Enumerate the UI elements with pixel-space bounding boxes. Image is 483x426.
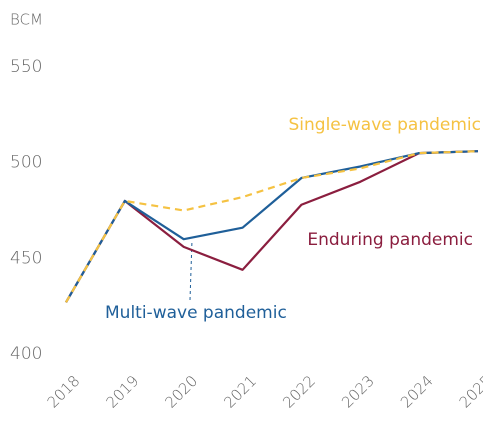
series-line	[65, 150, 479, 303]
x-tick-label: 2020	[161, 372, 201, 412]
x-tick-label: 2024	[397, 372, 437, 412]
series-line	[65, 150, 479, 303]
x-tick-label: 2019	[103, 372, 143, 412]
y-tick-label: 500	[10, 153, 42, 173]
y-tick-label: 450	[10, 248, 42, 268]
y-tick-label: 550	[10, 57, 42, 77]
x-tick-label: 2025	[456, 372, 483, 412]
series-label: Enduring pandemic	[307, 230, 473, 250]
y-tick-label: 400	[10, 344, 42, 364]
y-axis-label: BCM	[10, 11, 43, 29]
series-line	[65, 150, 479, 303]
series-label: Multi-wave pandemic	[105, 303, 287, 323]
x-tick-label: 2018	[44, 372, 84, 412]
x-tick-label: 2022	[279, 372, 319, 412]
x-tick-label: 2021	[220, 372, 260, 412]
x-tick-label: 2023	[338, 372, 378, 412]
series-label: Single-wave pandemic	[288, 115, 481, 135]
